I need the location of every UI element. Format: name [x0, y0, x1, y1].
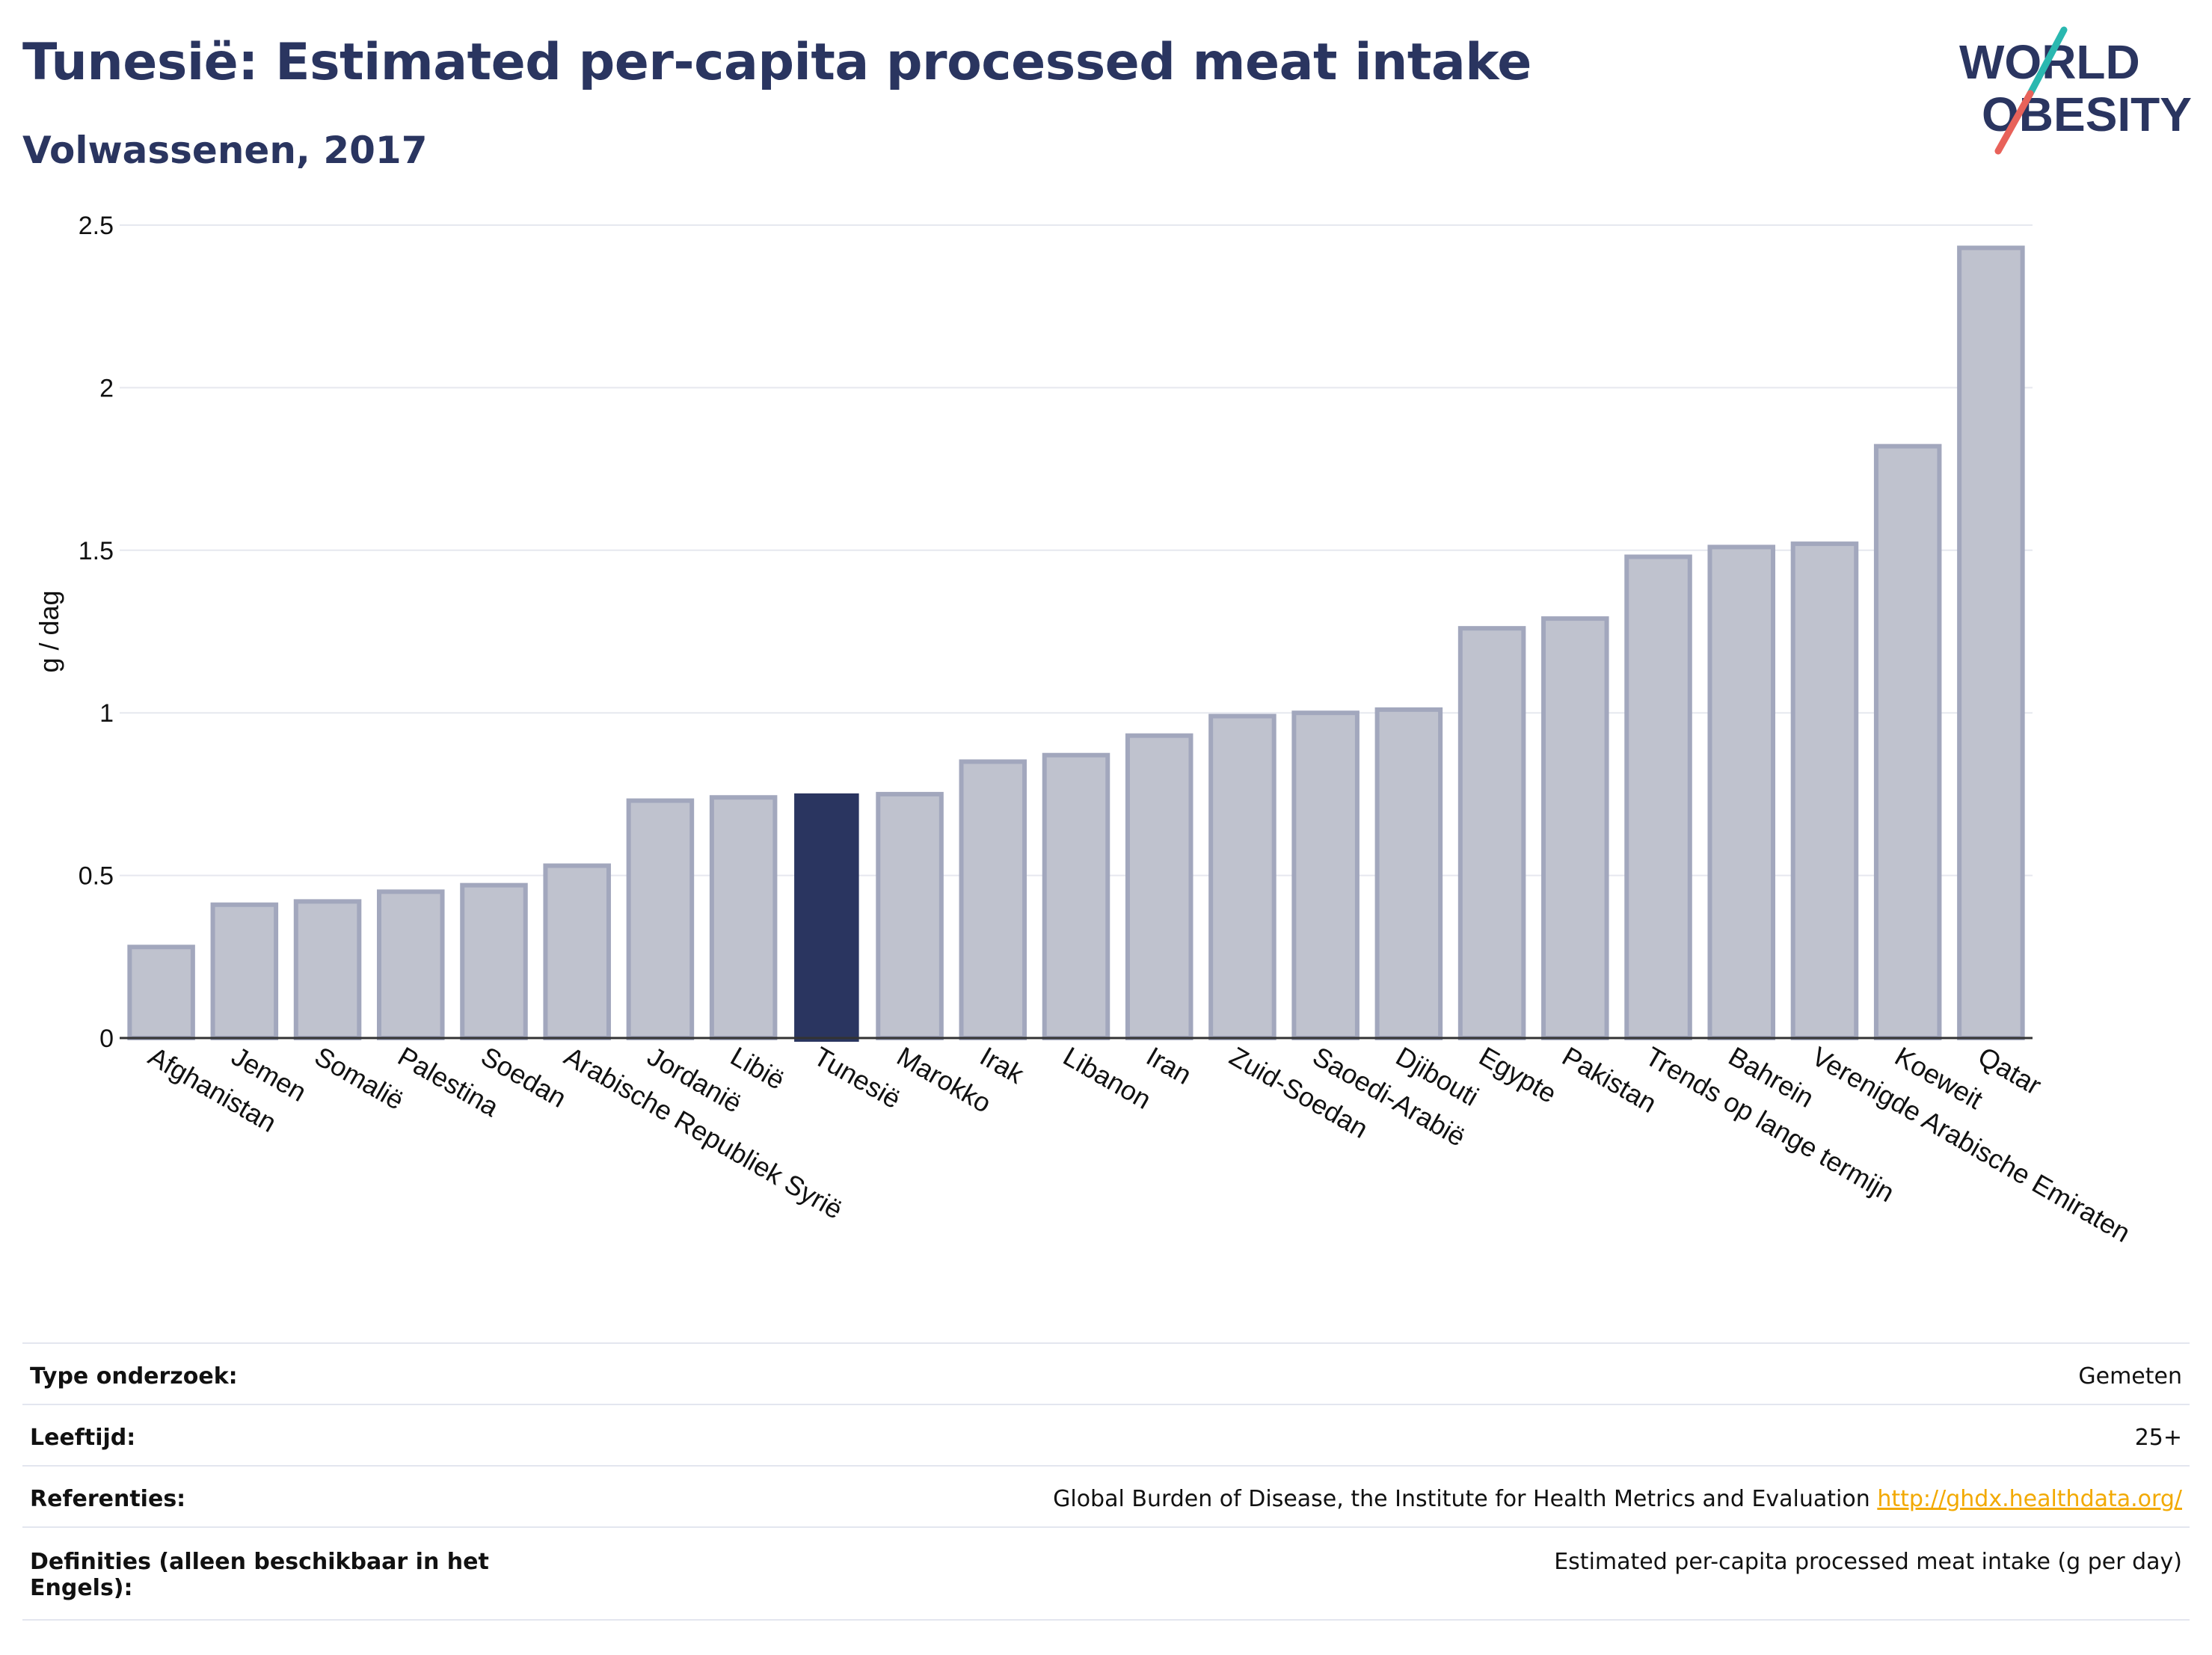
info-value-definitions: Estimated per-capita processed meat inta… — [516, 1527, 2190, 1621]
chart-subtitle: Volwassenen, 2017 — [22, 129, 428, 172]
bar-libanon — [1042, 752, 1110, 1040]
bar-libi- — [709, 795, 778, 1041]
bar-saoedi-arabi- — [1291, 710, 1360, 1040]
info-label-age: Leeftijd: — [22, 1404, 516, 1467]
info-row-type: Type onderzoek: Gemeten — [22, 1342, 2190, 1405]
y-tick-label: 0.5 — [79, 862, 114, 891]
y-tick-label: 2.5 — [79, 212, 114, 240]
x-tick-label: Tunesië — [808, 1040, 906, 1114]
info-label-definitions: Definities (alleen beschikbaar in het En… — [22, 1527, 516, 1621]
info-row-age: Leeftijd: 25+ — [22, 1404, 2190, 1467]
x-tick-label: Libanon — [1058, 1040, 1156, 1115]
bar-chart: 0 0.5 1 1.5 2 2.5 g / dag AfghanistanJemenSom… — [34, 212, 2136, 1248]
bar-palestina — [376, 889, 445, 1040]
info-row-references: Referenties: Global Burden of Disease, t… — [22, 1466, 2190, 1528]
bar-zuid-soedan — [1208, 713, 1276, 1040]
references-text: Global Burden of Disease, the Institute … — [1053, 1486, 1870, 1512]
x-tick-label: Verenigde Arabische Emiraten — [1807, 1040, 2136, 1248]
bar-jemen — [210, 902, 279, 1041]
x-tick-label: Pakistan — [1557, 1040, 1662, 1119]
y-tick-label: 0 — [99, 1025, 114, 1053]
bar-afghanistan — [127, 945, 195, 1040]
y-axis-ticks: 0 0.5 1 1.5 2 2.5 — [79, 212, 114, 1053]
bar-iran — [1125, 733, 1193, 1040]
bar-arabische-republiek-syri- — [543, 863, 611, 1041]
info-value-type: Gemeten — [516, 1342, 2190, 1405]
x-axis-labels: AfghanistanJemenSomaliëPalestinaSoedanAr… — [144, 1040, 2136, 1248]
info-row-definitions: Definities (alleen beschikbaar in het En… — [22, 1527, 2190, 1621]
references-link[interactable]: http://ghdx.healthdata.org/ — [1877, 1486, 2182, 1512]
logo-slash-bottom — [1994, 90, 2034, 155]
y-tick-label: 1 — [99, 699, 114, 728]
bar-koeweit — [1873, 443, 1942, 1040]
y-tick-label: 2 — [99, 374, 114, 402]
bar-jordani- — [626, 798, 695, 1040]
logo-slash-top — [2027, 26, 2068, 97]
bar-djibouti — [1374, 707, 1443, 1040]
bars — [127, 245, 2025, 1043]
x-tick-label: Somalië — [310, 1040, 409, 1116]
bar-trends-op-lange-termijn — [1624, 554, 1692, 1040]
bar-bahrein — [1707, 544, 1776, 1040]
x-tick-label: Egypte — [1474, 1040, 1562, 1109]
info-value-references: Global Burden of Disease, the Institute … — [516, 1466, 2190, 1528]
bar-qatar — [1957, 245, 2025, 1040]
chart-title: Tunesië: Estimated per-capita processed … — [22, 33, 1531, 92]
bar-irak — [959, 759, 1027, 1040]
bar-verenigde-arabische-emiraten — [1790, 541, 1859, 1040]
info-label-references: Referenties: — [22, 1466, 516, 1528]
bar-soedan — [460, 882, 528, 1041]
info-value-age: 25+ — [516, 1404, 2190, 1467]
bar-marokko — [876, 791, 944, 1041]
y-axis-label: g / dag — [34, 590, 64, 672]
x-tick-label: Marokko — [892, 1040, 997, 1119]
x-tick-label: Iran — [1141, 1040, 1196, 1090]
info-table: Type onderzoek: Gemeten Leeftijd: 25+ Re… — [22, 1342, 2190, 1621]
info-label-type: Type onderzoek: — [22, 1342, 516, 1405]
x-tick-label: Irak — [975, 1040, 1030, 1090]
bar-somali- — [293, 899, 362, 1041]
bar-tunesi- — [794, 793, 859, 1043]
world-obesity-logo: WORLD OBESITY — [1959, 26, 2192, 155]
bar-pakistan — [1541, 616, 1609, 1040]
y-tick-label: 1.5 — [79, 537, 114, 565]
bar-egypte — [1457, 626, 1526, 1040]
